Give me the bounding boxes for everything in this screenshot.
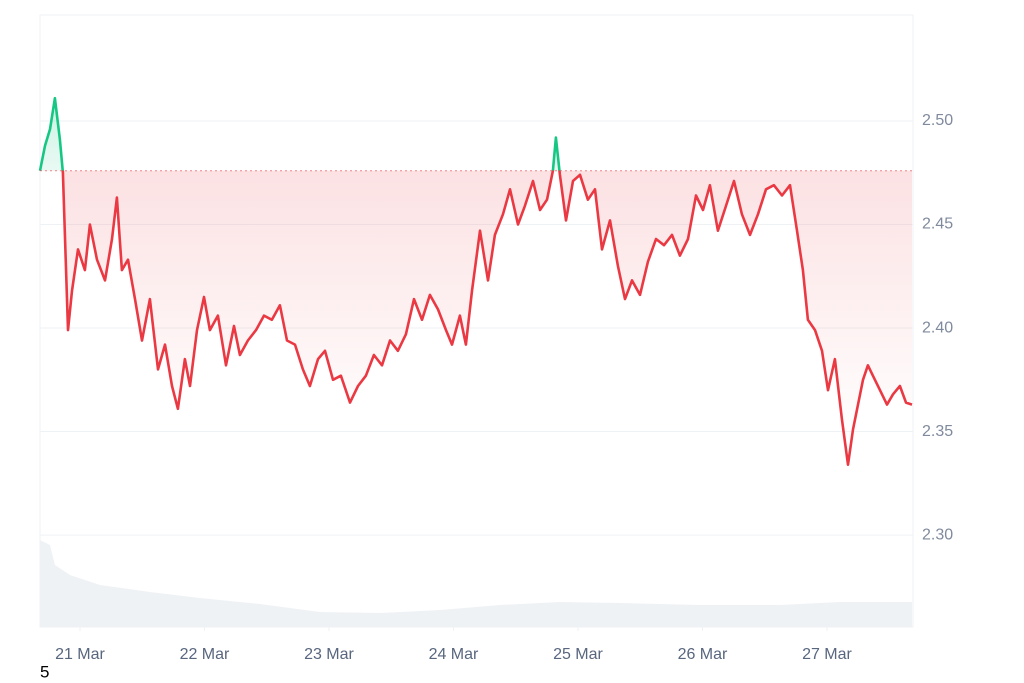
footnote: 5 xyxy=(40,662,49,681)
x-tick-label: 27 Mar xyxy=(802,646,852,663)
x-tick-label: 25 Mar xyxy=(553,646,603,663)
x-tick-label: 23 Mar xyxy=(304,646,354,663)
price-area xyxy=(40,98,912,465)
y-tick-label: 2.35 xyxy=(922,423,953,440)
x-tick-label: 21 Mar xyxy=(55,646,105,663)
volume-area xyxy=(40,540,912,627)
y-tick-label: 2.30 xyxy=(922,526,953,543)
y-tick-label: 2.40 xyxy=(922,319,953,336)
x-tick-label: 22 Mar xyxy=(180,646,230,663)
price-line xyxy=(38,96,913,466)
x-tick-label: 26 Mar xyxy=(678,646,728,663)
x-tick-label: 24 Mar xyxy=(429,646,479,663)
y-tick-label: 2.45 xyxy=(922,216,953,233)
y-tick-label: 2.50 xyxy=(922,112,953,129)
